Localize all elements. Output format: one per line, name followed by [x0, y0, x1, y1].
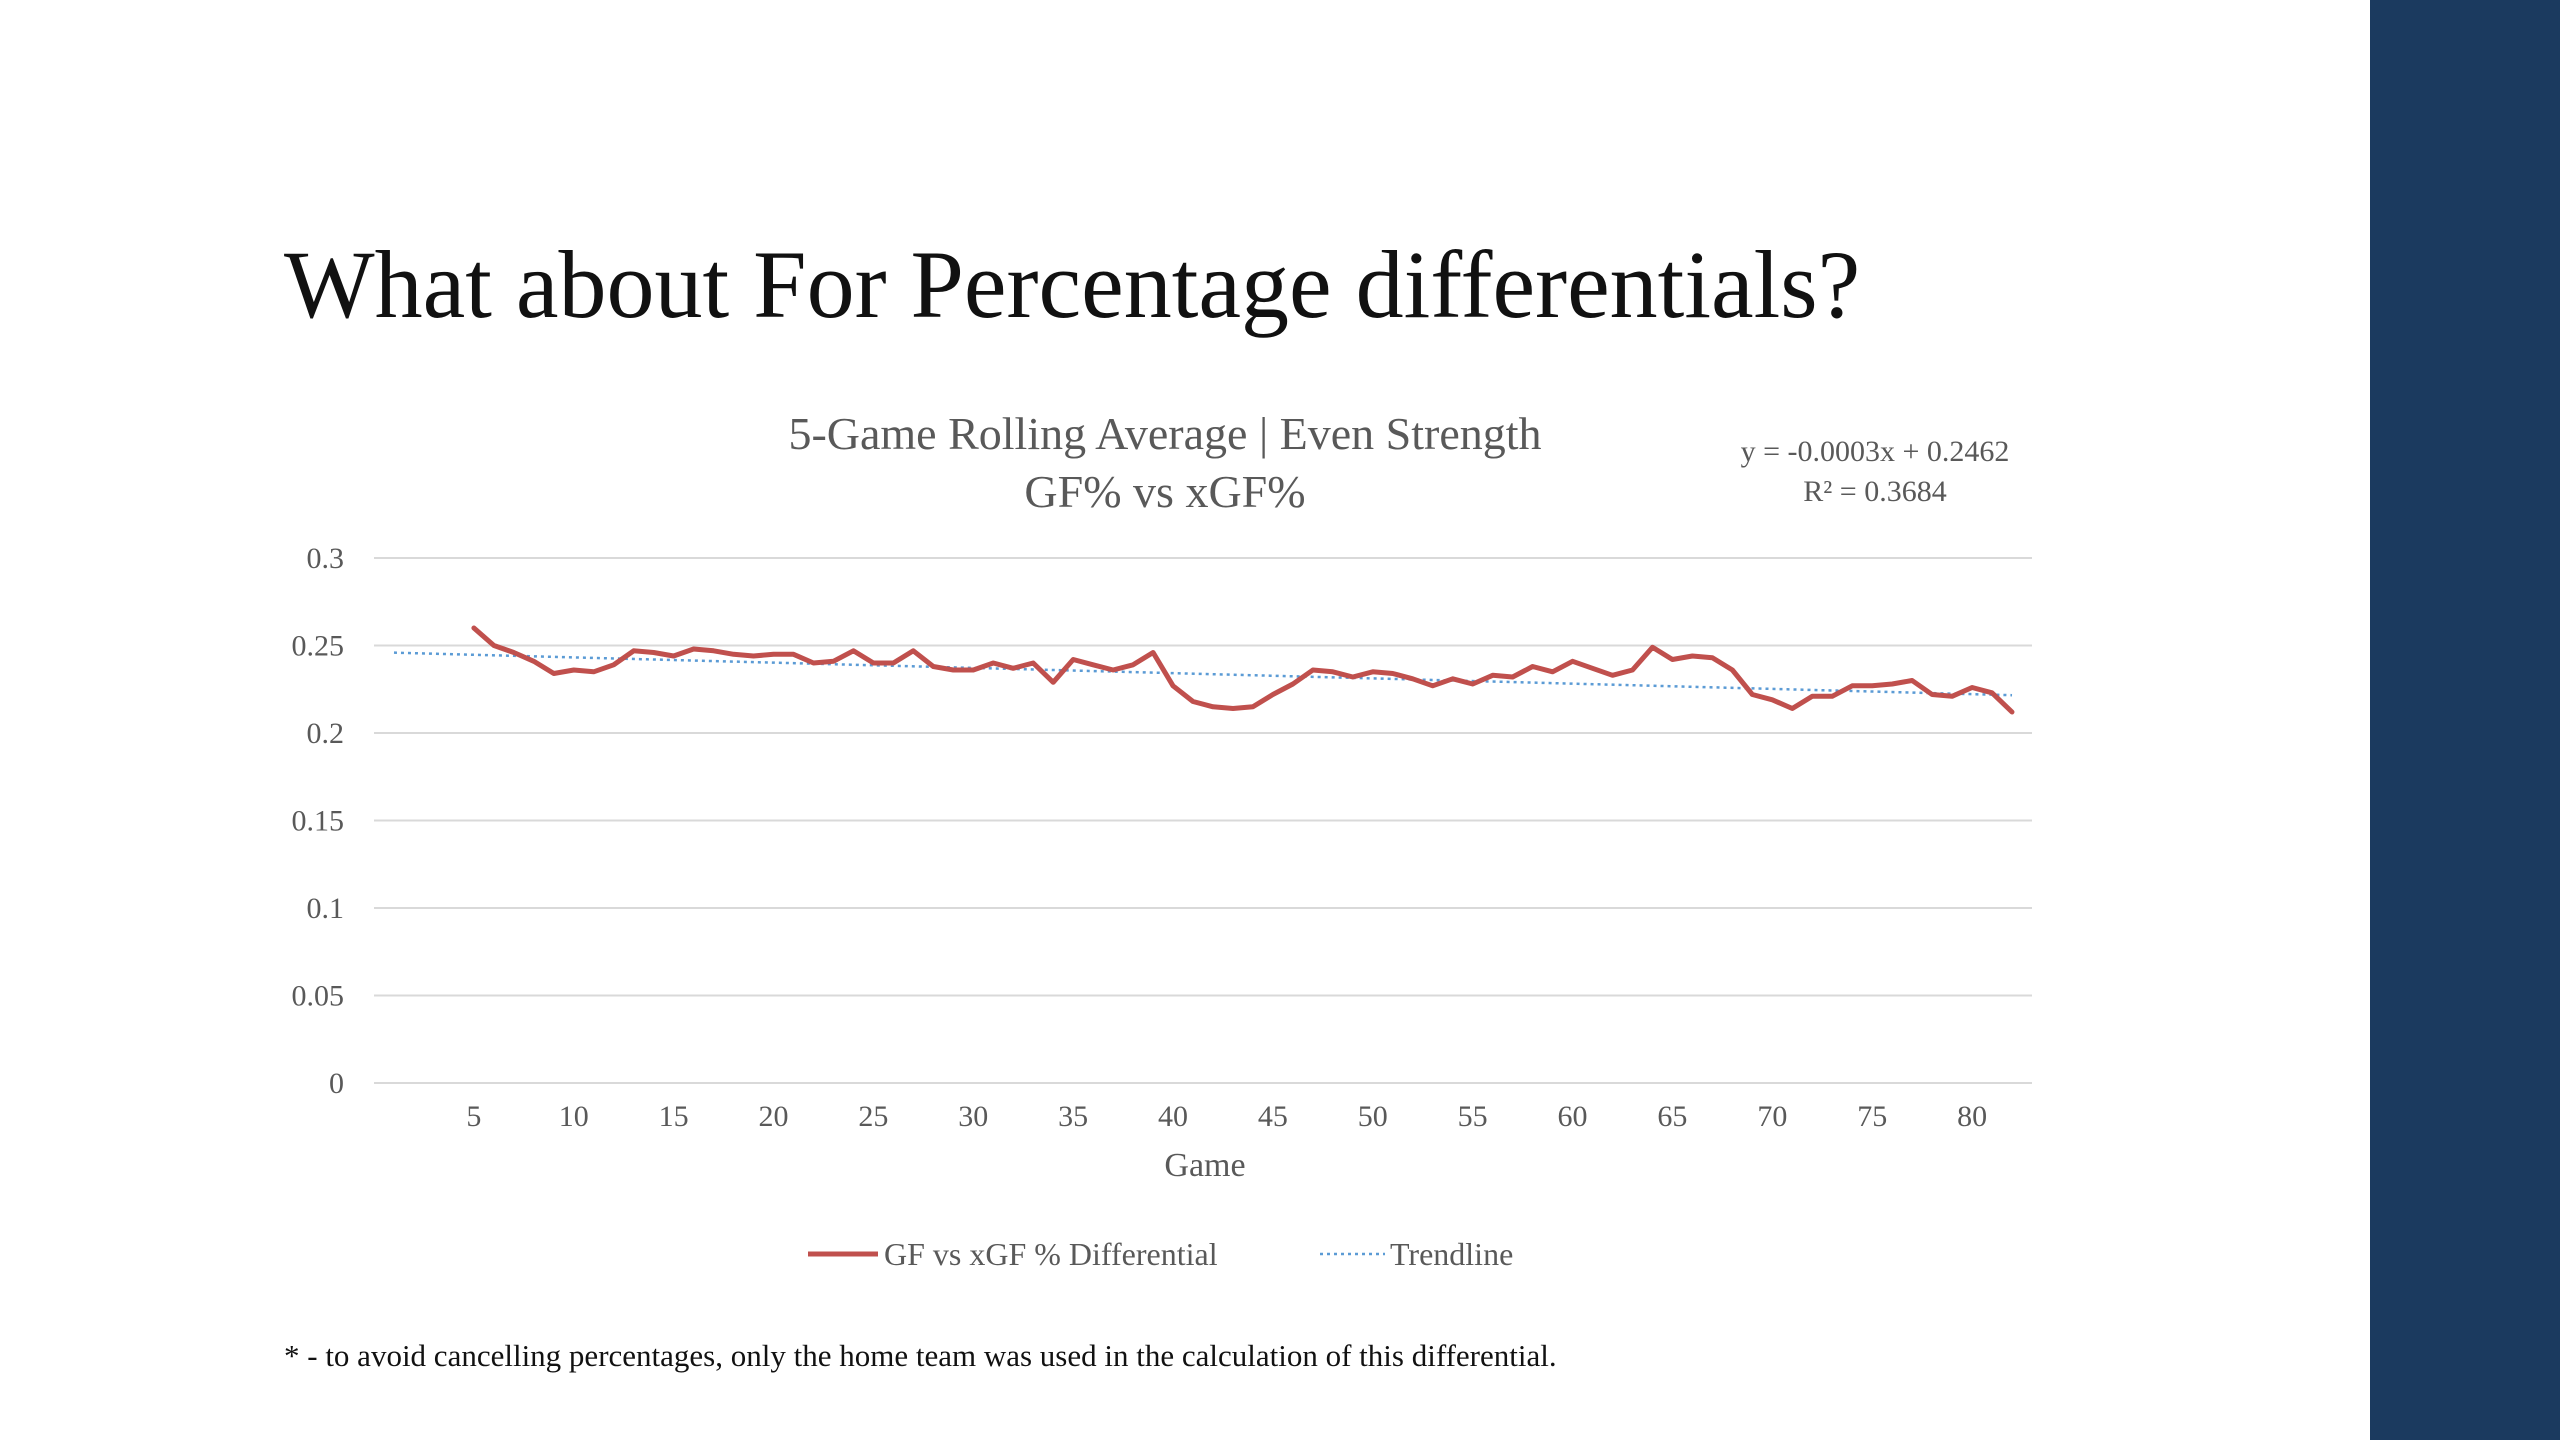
chart-title-line2: GF% vs xGF% [1024, 466, 1306, 517]
x-tick-label: 70 [1757, 1100, 1787, 1133]
trendline-equation: y = -0.0003x + 0.2462 [1740, 435, 2010, 468]
series-line-differential [471, 625, 2015, 715]
x-tick-label: 5 [466, 1100, 481, 1133]
y-tick-label: 0 [329, 1067, 344, 1100]
trendline-equation-box: y = -0.0003x + 0.2462 R² = 0.3684 [1680, 432, 2070, 512]
gridlines [374, 557, 2032, 1084]
y-tick-label: 0.2 [307, 717, 345, 750]
chart-title: 5-Game Rolling Average | Even Strength G… [560, 405, 1770, 521]
series-lines [471, 625, 2015, 715]
y-tick-label: 0.3 [307, 542, 345, 575]
y-tick-label: 0.05 [292, 980, 345, 1013]
slide-title: What about For Percentage differentials? [284, 231, 1861, 338]
x-tick-label: 10 [559, 1100, 589, 1133]
y-tick-label: 0.25 [292, 630, 345, 663]
chart-title-line1: 5-Game Rolling Average | Even Strength [788, 408, 1542, 459]
x-tick-label: 60 [1558, 1100, 1588, 1133]
legend-label-trendline: Trendline [1390, 1236, 1513, 1272]
y-tick-label: 0.1 [307, 892, 345, 925]
legend: GF vs xGF % Differential Trendline [808, 1236, 1513, 1272]
x-axis-title: Game [1164, 1147, 1245, 1184]
trendline [393, 651, 2013, 697]
x-tick-label: 20 [759, 1100, 789, 1133]
x-tick-label: 30 [958, 1100, 988, 1133]
legend-label-differential: GF vs xGF % Differential [884, 1236, 1218, 1272]
x-tick-label: 75 [1857, 1100, 1887, 1133]
accent-side-bar [2370, 0, 2560, 1440]
x-tick-label: 15 [659, 1100, 689, 1133]
x-tick-label: 25 [858, 1100, 888, 1133]
x-tick-label: 35 [1058, 1100, 1088, 1133]
x-tick-label: 80 [1957, 1100, 1987, 1133]
trendline-line [393, 651, 2013, 697]
x-tick-label: 40 [1158, 1100, 1188, 1133]
trendline-r-squared: R² = 0.3684 [1803, 475, 1947, 508]
footnote: * - to avoid cancelling percentages, onl… [284, 1338, 1557, 1373]
y-tick-label: 0.15 [292, 805, 345, 838]
x-axis-tick-labels: 5 10 15 20 25 30 35 40 45 50 55 60 65 70 75 80 [466, 1100, 1987, 1133]
x-tick-label: 65 [1657, 1100, 1687, 1133]
x-tick-label: 45 [1258, 1100, 1288, 1133]
x-tick-label: 55 [1458, 1100, 1488, 1133]
y-axis-tick-labels: 0 0.05 0.1 0.15 0.2 0.25 0.3 [292, 542, 345, 1100]
x-tick-label: 50 [1358, 1100, 1388, 1133]
